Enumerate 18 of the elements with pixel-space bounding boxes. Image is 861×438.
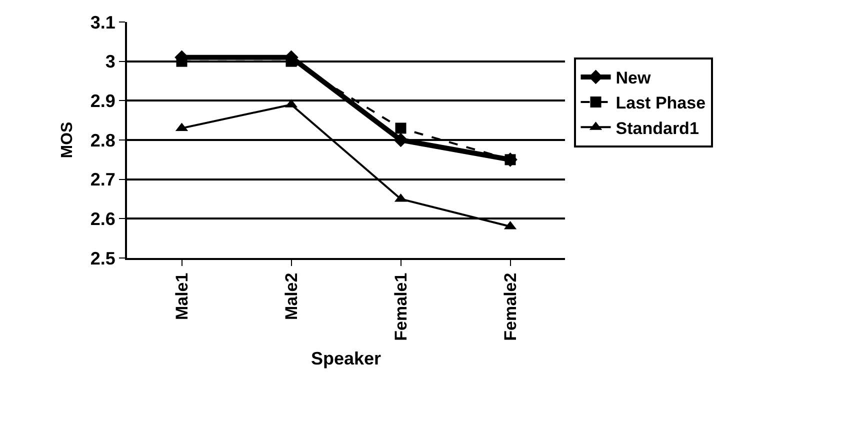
legend-label: Standard1 — [616, 118, 699, 138]
point — [394, 132, 408, 148]
legend-label: Last Phase — [616, 94, 706, 113]
y-axis-title: MOS — [58, 121, 76, 158]
x-axis-title: Speaker — [310, 348, 382, 368]
y-tick-label: 2.6 — [90, 208, 116, 229]
x-tick-label: Male2 — [282, 272, 301, 320]
y-tick-label: 3 — [105, 52, 116, 72]
point — [395, 122, 406, 134]
y-tick-label: 2.8 — [90, 130, 116, 150]
y-tick-label: 3.1 — [90, 12, 116, 32]
y-tick-label: 2.7 — [90, 170, 116, 190]
legend-label: New — [616, 68, 652, 88]
x-tick-label: Female1 — [391, 272, 410, 341]
x-tick-label: Male1 — [172, 272, 192, 320]
x-tick-label: Female2 — [500, 272, 520, 341]
y-tick-label: 2.9 — [90, 90, 116, 111]
y-tick-label: 2.5 — [90, 248, 116, 268]
